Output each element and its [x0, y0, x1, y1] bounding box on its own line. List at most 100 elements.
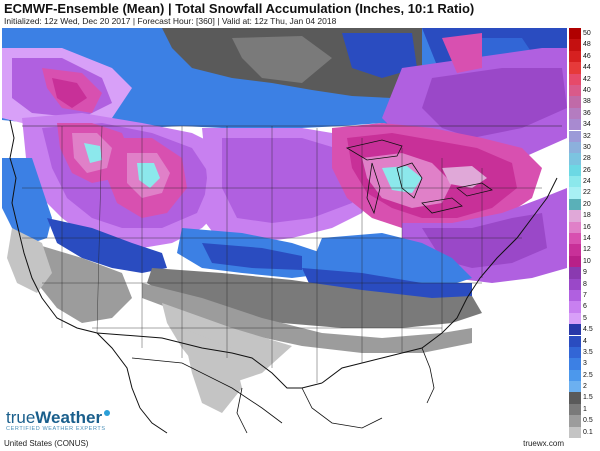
- legend-label: 2: [583, 383, 587, 391]
- legend-swatch: [569, 392, 581, 404]
- legend-swatch: [569, 96, 581, 108]
- legend-label: 6: [583, 303, 587, 311]
- legend-swatch: [569, 62, 581, 74]
- legend-label: 1: [583, 405, 587, 413]
- legend-label: 3.5: [583, 348, 593, 356]
- snowfall-map-canvas: [2, 28, 567, 438]
- legend-item: 20: [569, 198, 600, 211]
- legend-item: 18: [569, 210, 600, 222]
- legend-label: 0.5: [583, 417, 593, 425]
- legend-swatch: [569, 84, 581, 97]
- legend-swatch: [569, 130, 581, 142]
- legend-label: 42: [583, 75, 591, 83]
- legend-item: 0.5: [569, 415, 600, 427]
- legend-label: 14: [583, 235, 591, 242]
- legend-label: 16: [583, 223, 591, 231]
- legend-swatch: [569, 255, 581, 268]
- legend-item: 1.5: [569, 392, 600, 404]
- logo-word-bold: Weather: [35, 408, 103, 427]
- legend-swatch: [569, 50, 581, 63]
- legend-label: 50: [583, 30, 591, 37]
- legend-item: 38: [569, 96, 600, 108]
- legend-swatch: [569, 210, 581, 222]
- legend-swatch: [569, 426, 581, 438]
- legend-item: 16: [569, 221, 600, 233]
- legend-item: 0.1: [569, 426, 600, 438]
- legend-swatch: [569, 312, 581, 325]
- legend-swatch: [569, 221, 581, 233]
- legend-label: 2.5: [583, 371, 593, 379]
- legend-label: 32: [583, 132, 591, 140]
- map-subtitle: Initialized: 12z Wed, Dec 20 2017 | Fore…: [4, 16, 337, 26]
- legend-label: 4: [583, 337, 587, 345]
- legend-item: 32: [569, 130, 600, 142]
- legend-swatch: [569, 198, 581, 211]
- legend-swatch: [569, 107, 581, 120]
- legend-item: 30: [569, 141, 600, 154]
- legend-label: 36: [583, 109, 591, 117]
- legend-item: 46: [569, 50, 600, 63]
- logo-word-light: true: [6, 408, 36, 427]
- legend-swatch: [569, 244, 581, 256]
- legend-label: 0.1: [583, 428, 593, 436]
- legend-item: 24: [569, 176, 600, 188]
- legend-label: 12: [583, 246, 591, 254]
- legend-label: 34: [583, 121, 591, 129]
- legend-item: 42: [569, 73, 600, 85]
- legend-label: 4.5: [583, 326, 593, 334]
- legend-swatch: [569, 403, 581, 416]
- logo-dot-icon: [104, 410, 111, 416]
- legend-swatch: [569, 141, 581, 154]
- map-footer: United States (CONUS) truewx.com: [0, 438, 600, 451]
- legend-item: 5: [569, 312, 600, 325]
- map-title: ECMWF-Ensemble (Mean) | Total Snowfall A…: [4, 1, 475, 16]
- legend-swatch: [569, 289, 581, 302]
- legend-label: 8: [583, 280, 587, 288]
- legend-swatch: [569, 164, 581, 177]
- legend-item: 9: [569, 267, 600, 279]
- legend-label: 30: [583, 143, 591, 151]
- legend-item: 14: [569, 233, 600, 245]
- legend-label: 7: [583, 291, 587, 299]
- legend-swatch: [569, 358, 581, 370]
- legend-swatch: [569, 233, 581, 245]
- legend-swatch: [569, 335, 581, 347]
- legend-label: 44: [583, 64, 591, 72]
- legend-item: 28: [569, 153, 600, 165]
- legend-item: 48: [569, 39, 600, 51]
- legend-swatch: [569, 369, 581, 382]
- legend-label: 26: [583, 166, 591, 174]
- legend-item: 10: [569, 255, 600, 268]
- legend-item: 40: [569, 84, 600, 97]
- legend-item: 36: [569, 107, 600, 120]
- legend-item: 22: [569, 187, 600, 199]
- snowfall-legend: 50 48 46 44 42 40 38 36 34 32 30 28 26 24 22 20 18 16 14 12…: [569, 28, 600, 438]
- legend-swatch: [569, 73, 581, 85]
- legend-label: 40: [583, 86, 591, 94]
- legend-item: 26: [569, 164, 600, 177]
- legend-swatch: [569, 278, 581, 290]
- legend-item: 3: [569, 358, 600, 370]
- legend-label: 1.5: [583, 394, 593, 402]
- legend-item: 3.5: [569, 346, 600, 359]
- legend-item: 12: [569, 244, 600, 256]
- legend-item: 6: [569, 301, 600, 313]
- legend-swatch: [569, 301, 581, 313]
- legend-label: 20: [583, 200, 591, 208]
- legend-item: 44: [569, 62, 600, 74]
- legend-label: 38: [583, 98, 591, 106]
- legend-swatch: [569, 346, 581, 359]
- legend-item: 7: [569, 289, 600, 302]
- logo-tagline: CERTIFIED WEATHER EXPERTS: [6, 426, 106, 432]
- legend-item: 2.5: [569, 369, 600, 382]
- legend-item: 50: [569, 28, 600, 40]
- trueweather-logo: trueWeather CERTIFIED WEATHER EXPERTS: [6, 408, 111, 432]
- legend-label: 28: [583, 155, 591, 163]
- legend-label: 24: [583, 178, 591, 186]
- legend-item: 8: [569, 278, 600, 290]
- legend-item: 34: [569, 119, 600, 131]
- legend-swatch: [569, 153, 581, 165]
- legend-swatch: [569, 415, 581, 427]
- legend-label: 10: [583, 257, 591, 265]
- legend-item: 1: [569, 403, 600, 416]
